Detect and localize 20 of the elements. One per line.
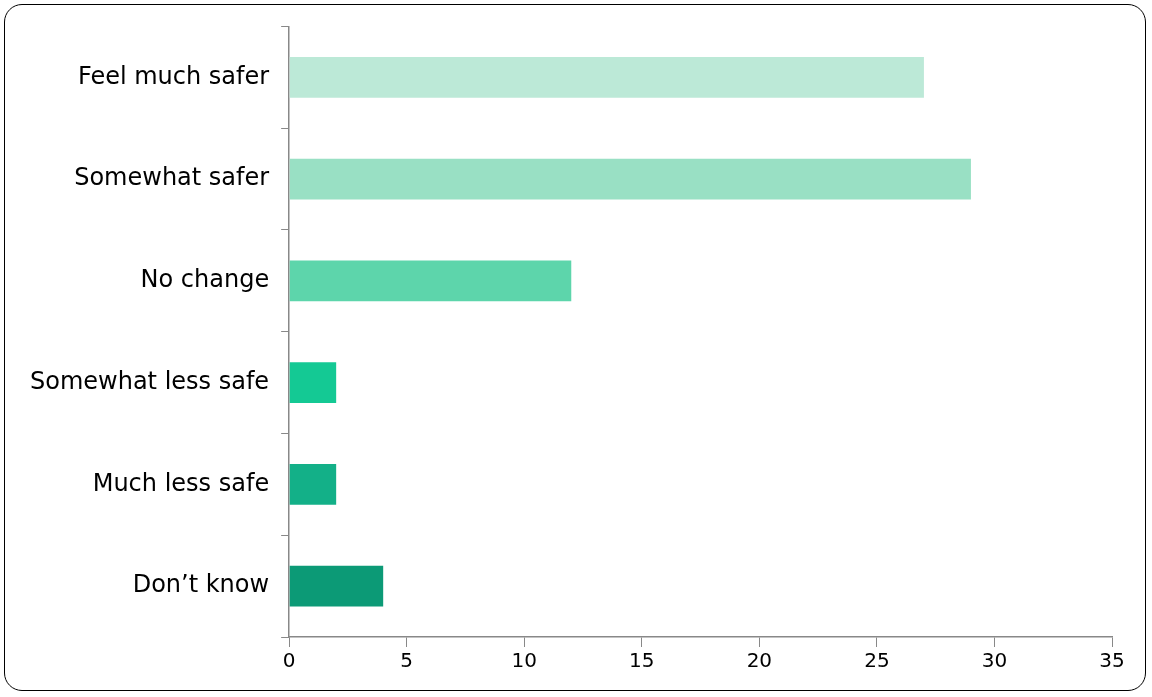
y-tick-label: Feel much safer	[77, 61, 270, 90]
y-tick-label: Somewhat safer	[74, 163, 270, 192]
x-tick-label: 30	[981, 648, 1008, 673]
y-tick-label: No change	[140, 265, 270, 294]
bar	[289, 565, 384, 607]
x-tick-label: 0	[282, 648, 296, 673]
bar	[289, 56, 924, 98]
x-tick-label: 15	[629, 648, 655, 673]
bar	[289, 464, 337, 505]
y-tick-label: Somewhat less safe	[29, 366, 270, 395]
y-tick-label: Much less safe	[92, 468, 270, 497]
x-tick-label: 5	[400, 648, 414, 673]
bar	[289, 158, 971, 200]
x-tick-label: 20	[746, 648, 773, 673]
bar	[289, 362, 337, 403]
y-tick-label: Don’t know	[132, 570, 270, 599]
x-tick-label: 25	[864, 648, 890, 673]
bar	[289, 260, 572, 302]
x-tick-label: 35	[1099, 648, 1125, 673]
x-tick-label: 10	[511, 648, 537, 673]
